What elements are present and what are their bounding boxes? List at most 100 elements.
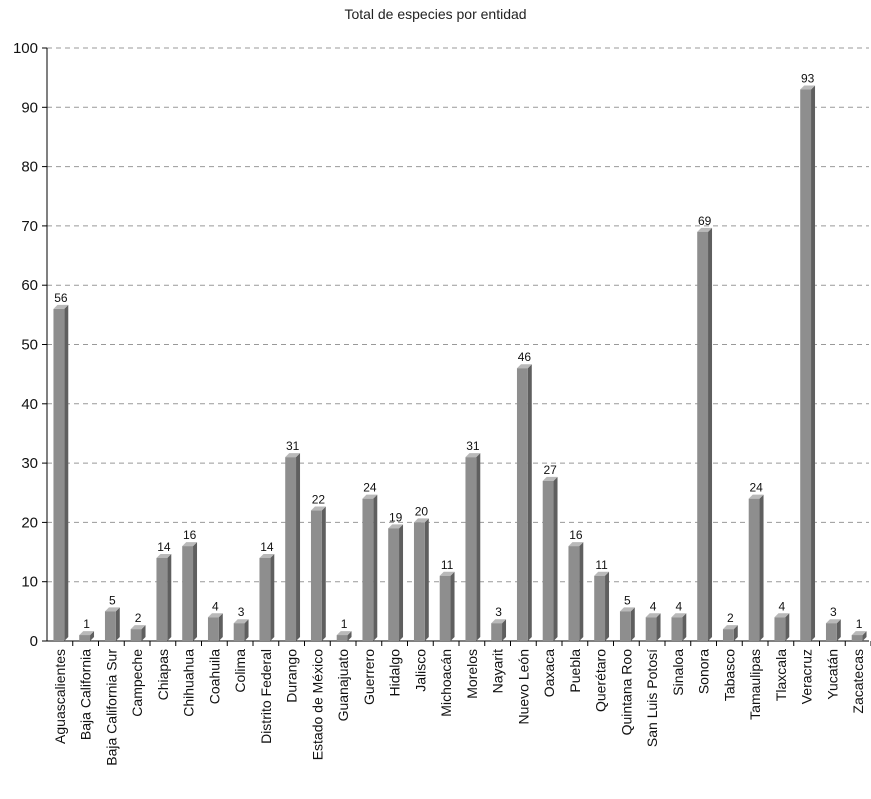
data-label: 16 <box>183 528 197 542</box>
bar-top <box>285 453 301 458</box>
bar-side <box>424 518 429 641</box>
bar <box>671 617 683 641</box>
bar <box>774 617 786 641</box>
data-label: 4 <box>779 599 786 613</box>
bar-top <box>362 494 378 499</box>
data-label: 11 <box>441 558 454 572</box>
bar-top <box>104 607 120 612</box>
bar <box>516 368 528 641</box>
x-tick-label: Colima <box>232 649 248 693</box>
bar-side <box>373 494 378 641</box>
x-tick-label: Quintana Roo <box>618 649 634 736</box>
bar-top <box>259 553 275 558</box>
bar <box>645 617 657 641</box>
bar <box>722 629 734 641</box>
bar <box>413 522 425 641</box>
bar-top <box>413 518 429 523</box>
bar <box>825 623 837 641</box>
bar <box>233 623 245 641</box>
bar <box>568 546 580 641</box>
x-tick-label: Jalisco <box>412 649 428 692</box>
bar <box>336 635 348 641</box>
bar-side <box>759 494 764 641</box>
bar-side <box>836 619 841 641</box>
x-tick-label: Campeche <box>129 649 145 717</box>
x-tick-label: Distrito Federal <box>258 649 274 744</box>
y-tick-label: 60 <box>21 277 38 294</box>
data-label: 3 <box>495 605 502 619</box>
bar-side <box>399 524 404 641</box>
bar-side <box>141 625 146 641</box>
x-tick-label: Sonora <box>696 649 712 694</box>
bar-side <box>708 227 713 641</box>
data-label: 93 <box>801 72 815 86</box>
x-tick-label: Baja California Sur <box>103 649 119 766</box>
x-tick-label: Nuevo León <box>515 649 531 725</box>
bar-side <box>656 613 661 641</box>
bar-top <box>491 619 507 624</box>
bar-top <box>388 524 404 529</box>
bar-top <box>851 631 867 636</box>
x-tick-label: San Luis Potosí <box>644 649 660 747</box>
bar-side <box>167 553 172 641</box>
bar-top <box>825 619 841 624</box>
bar-top <box>645 613 661 618</box>
y-tick-label: 50 <box>21 337 38 354</box>
x-tick-label: Morelos <box>464 649 480 699</box>
x-tick-label: Tlaxcala <box>773 649 789 701</box>
x-tick-label: Sinaloa <box>670 649 686 696</box>
x-tick-label: Puebla <box>567 649 583 693</box>
data-label: 14 <box>260 540 274 554</box>
bar-side <box>270 553 275 641</box>
bar-top <box>542 476 558 481</box>
bar-top <box>568 542 584 547</box>
data-label: 56 <box>54 291 68 305</box>
x-tick-label: Baja California <box>78 649 94 740</box>
data-label: 2 <box>135 611 142 625</box>
bar-top <box>671 613 687 618</box>
bar-side <box>553 476 558 641</box>
data-label: 5 <box>109 593 116 607</box>
data-label: 4 <box>212 599 219 613</box>
data-label: 11 <box>595 558 608 572</box>
x-tick-label: Tabasco <box>721 649 737 701</box>
bar-top <box>207 613 223 618</box>
bar <box>53 308 65 641</box>
bar-side <box>862 631 867 641</box>
bar-top <box>748 494 764 499</box>
x-tick-label: Chiapas <box>155 649 171 700</box>
bar-top <box>722 625 738 630</box>
y-tick-label: 20 <box>21 514 38 531</box>
bar <box>156 557 168 641</box>
bar <box>491 623 503 641</box>
x-tick-label: Yucatán <box>824 649 840 700</box>
x-tick-label: Estado de México <box>309 649 325 760</box>
bar-top <box>439 571 455 576</box>
bar-side <box>476 453 481 641</box>
bar-top <box>336 631 352 636</box>
x-tick-label: Hidalgo <box>387 649 403 697</box>
y-tick-label: 10 <box>21 574 38 591</box>
bar-side <box>296 453 301 641</box>
bar <box>851 635 863 641</box>
data-label: 22 <box>312 493 326 507</box>
bar-side <box>785 613 790 641</box>
x-tick-label: Oaxaca <box>541 649 557 697</box>
bar <box>104 611 116 641</box>
bar-top <box>310 506 326 511</box>
bar <box>619 611 631 641</box>
data-label: 69 <box>698 214 712 228</box>
bar <box>207 617 219 641</box>
bar <box>130 629 142 641</box>
bar-side <box>347 631 352 641</box>
x-tick-label: Veracruz <box>799 649 815 704</box>
bar <box>439 575 451 641</box>
y-tick-label: 80 <box>21 159 38 176</box>
bar-top <box>800 85 816 90</box>
bar <box>362 498 374 641</box>
data-label: 1 <box>856 617 863 631</box>
bar-side <box>321 506 326 641</box>
data-label: 4 <box>650 599 657 613</box>
bar-top <box>697 227 713 232</box>
